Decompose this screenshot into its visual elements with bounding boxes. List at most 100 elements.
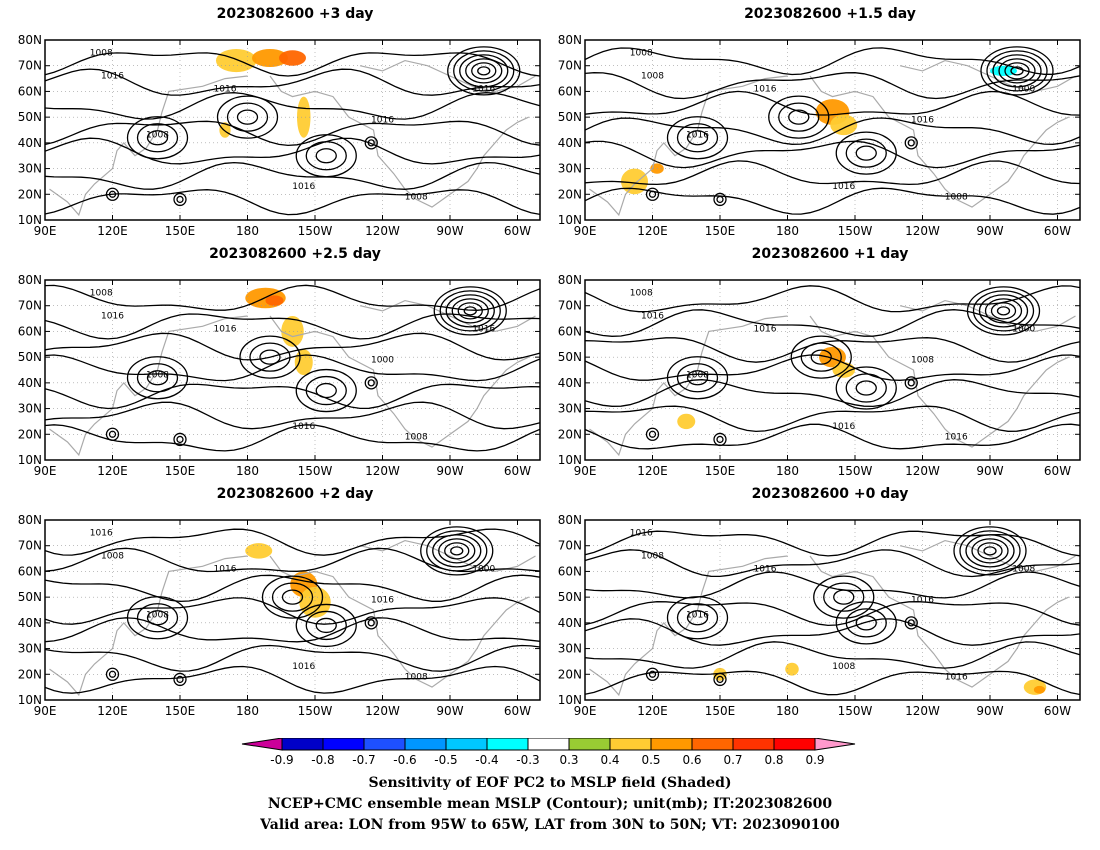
closed-contour <box>226 102 269 132</box>
lat-tick-label: 10N <box>18 213 42 227</box>
colorbar-label: 0.3 <box>559 753 578 767</box>
colorbar-label: 0.5 <box>641 753 660 767</box>
lon-tick-label: 120W <box>905 224 940 238</box>
lat-tick-label: 30N <box>18 162 42 176</box>
lat-tick-label: 80N <box>18 513 42 527</box>
closed-contour <box>788 109 810 125</box>
closed-contour <box>305 375 347 406</box>
colorbar-swatch <box>773 738 816 751</box>
sensitivity-shading <box>219 122 231 138</box>
colorbar-label: -0.7 <box>352 753 375 767</box>
closed-contour <box>977 542 1003 560</box>
small-contour <box>108 190 117 198</box>
contour-label: 1008 <box>832 662 855 672</box>
lon-tick-label: 90W <box>976 704 1003 718</box>
closed-contour <box>477 66 491 76</box>
isobar-contour <box>44 574 541 603</box>
closed-contour <box>281 589 304 605</box>
closed-contour <box>1004 62 1030 80</box>
contour-label: 1016 <box>686 131 709 141</box>
contour-label: 1016 <box>292 662 315 672</box>
lon-tick-label: 60W <box>504 224 531 238</box>
lon-tick-label: 150W <box>838 224 873 238</box>
contour-label: 1016 <box>371 595 394 605</box>
small-contour <box>176 435 184 444</box>
isobar-contour <box>44 313 541 340</box>
lat-tick-label: 40N <box>18 136 42 150</box>
sensitivity-shading <box>830 114 858 136</box>
coastline <box>589 75 788 217</box>
closed-contour <box>813 575 875 619</box>
isobar-contour <box>584 309 1081 337</box>
contour-label: 1008 <box>90 288 113 298</box>
closed-contour <box>420 526 494 576</box>
colorbar-swatch <box>322 738 365 751</box>
sensitivity-shading <box>396 395 414 412</box>
lon-tick-label: 180 <box>776 704 799 718</box>
lon-tick-label: 120E <box>637 224 668 238</box>
contour-label: 1008 <box>686 371 709 381</box>
lon-tick-label: 120E <box>637 704 668 718</box>
contour-label: 1008 <box>405 672 428 682</box>
closed-contour <box>998 58 1036 84</box>
closed-contour <box>465 58 503 84</box>
sensitivity-shading <box>245 543 273 559</box>
small-contour <box>367 619 375 627</box>
lon-tick-label: 90E <box>34 704 57 718</box>
isobar-contour <box>584 160 1081 186</box>
panel-title-5: 2023082600 +2 day <box>216 486 374 502</box>
lat-tick-label: 30N <box>558 402 582 416</box>
colorbar-swatch <box>568 738 611 751</box>
colorbar-swatch <box>404 738 447 751</box>
closed-contour <box>236 109 259 125</box>
panel-title-2: 2023082600 +1.5 day <box>744 6 916 22</box>
closed-contour <box>676 123 719 153</box>
lat-tick-label: 70N <box>18 59 42 73</box>
isobar-contour <box>584 549 1081 578</box>
contour-label: 1016 <box>472 84 495 94</box>
isobar-contour <box>44 92 541 120</box>
small-contour <box>108 670 117 678</box>
closed-contour <box>986 50 1048 92</box>
small-contour <box>105 667 120 681</box>
isobar-contour <box>584 641 1081 669</box>
small-contour <box>645 187 660 201</box>
lat-tick-label: 20N <box>558 427 582 441</box>
lat-tick-label: 40N <box>558 616 582 630</box>
colorbar-low-triangle <box>241 738 283 751</box>
isobar-contour <box>44 401 541 430</box>
lon-tick-label: 60W <box>1044 464 1071 478</box>
isobar-contour <box>44 332 541 361</box>
closed-contour <box>126 116 189 160</box>
isobar-contour <box>584 571 1081 599</box>
closed-contour <box>972 290 1035 332</box>
lat-tick-label: 30N <box>558 642 582 656</box>
lon-tick-label: 60W <box>504 704 531 718</box>
contour-label: 1016 <box>292 422 315 432</box>
lat-tick-label: 20N <box>18 667 42 681</box>
isobar-contour <box>584 423 1081 450</box>
lon-tick-label: 90E <box>34 464 57 478</box>
sensitivity-shading <box>677 413 696 430</box>
lat-tick-label: 60N <box>558 324 582 338</box>
sensitivity-shading <box>631 334 643 345</box>
colorbar-label: -0.3 <box>516 753 539 767</box>
closed-contour <box>315 617 337 634</box>
sensitivity-shading <box>990 65 1017 76</box>
isobar-contour <box>584 187 1081 215</box>
sensitivity-shading <box>713 667 727 681</box>
lon-tick-label: 120E <box>97 704 128 718</box>
closed-contour <box>778 102 820 132</box>
contour-label: 1008 <box>146 131 169 141</box>
closed-contour <box>451 298 489 324</box>
lon-tick-label: 120W <box>905 464 940 478</box>
lat-tick-label: 80N <box>558 33 582 47</box>
map-frame <box>584 279 1081 461</box>
closed-contour <box>126 596 189 640</box>
lat-tick-label: 80N <box>18 33 42 47</box>
isobar-contour <box>584 670 1081 696</box>
isobar-contour <box>44 137 541 165</box>
lat-tick-label: 60N <box>18 84 42 98</box>
map-panel-plus-1-5-day: 1008 1008 1016 1016 1016 1016 1000 1008 90E 120E 1… <box>558 33 1081 238</box>
colorbar-swatch <box>527 738 570 751</box>
